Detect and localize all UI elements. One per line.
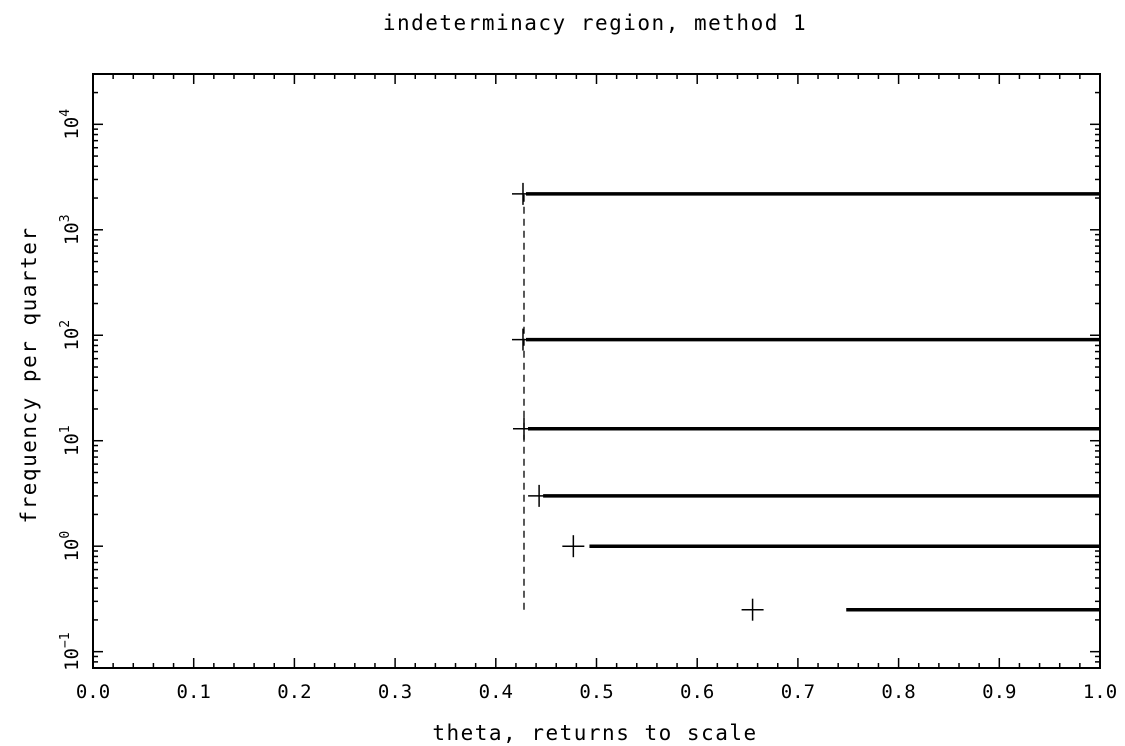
x-tick-label: 0.9 xyxy=(982,681,1016,703)
plus-marker xyxy=(562,535,585,558)
x-tick-label: 0.8 xyxy=(881,681,915,703)
y-tick-exponent: 4 xyxy=(58,109,73,117)
y-tick-base: 10 xyxy=(61,117,83,140)
y-tick-exponent: 3 xyxy=(58,214,73,222)
chart-title: indeterminacy region, method 1 xyxy=(383,11,807,35)
plus-marker xyxy=(741,598,764,621)
x-tick-label: 0.7 xyxy=(781,681,815,703)
y-tick-base: 10 xyxy=(61,222,83,245)
y-tick-exponent: 1 xyxy=(58,425,73,433)
x-tick-label: 0.2 xyxy=(277,681,311,703)
x-tick-label: 0.3 xyxy=(378,681,412,703)
y-tick-label-text: 102 xyxy=(58,320,83,351)
plus-marker xyxy=(511,182,534,205)
y-tick-label-text: 103 xyxy=(58,214,83,245)
y-tick-exponent: 2 xyxy=(58,320,73,328)
y-axis-label: frequency per quarter xyxy=(17,226,41,523)
y-tick-label-text: 100 xyxy=(58,531,83,562)
y-tick-base: 10 xyxy=(61,328,83,351)
x-axis-label: theta, returns to scale xyxy=(432,721,757,745)
plus-marker xyxy=(512,417,535,440)
plus-marker xyxy=(511,328,534,351)
y-tick-base: 10 xyxy=(61,539,83,562)
y-tick-base: 10 xyxy=(61,433,83,456)
x-tick-label: 0.4 xyxy=(479,681,513,703)
x-tick-label: 0.6 xyxy=(680,681,714,703)
y-tick-label: 10−1 xyxy=(58,632,83,671)
y-tick-base: 10 xyxy=(61,648,83,671)
y-tick-label: 100 xyxy=(58,531,83,562)
y-tick-exponent: −1 xyxy=(58,632,73,648)
x-tick-label: 0.0 xyxy=(76,681,110,703)
y-tick-label-text: 101 xyxy=(58,425,83,456)
y-tick-label-text: 10−1 xyxy=(58,632,83,671)
y-tick-label-text: 104 xyxy=(58,109,83,140)
y-tick-label: 102 xyxy=(58,320,83,351)
plus-marker xyxy=(528,484,551,507)
y-tick-label: 103 xyxy=(58,214,83,245)
plot-frame xyxy=(92,73,1101,669)
x-tick-label: 0.1 xyxy=(177,681,211,703)
y-tick-label: 104 xyxy=(58,109,83,140)
y-tick-exponent: 0 xyxy=(58,531,73,539)
x-tick-label: 1.0 xyxy=(1083,681,1117,703)
x-tick-label: 0.5 xyxy=(579,681,613,703)
y-tick-label: 101 xyxy=(58,425,83,456)
